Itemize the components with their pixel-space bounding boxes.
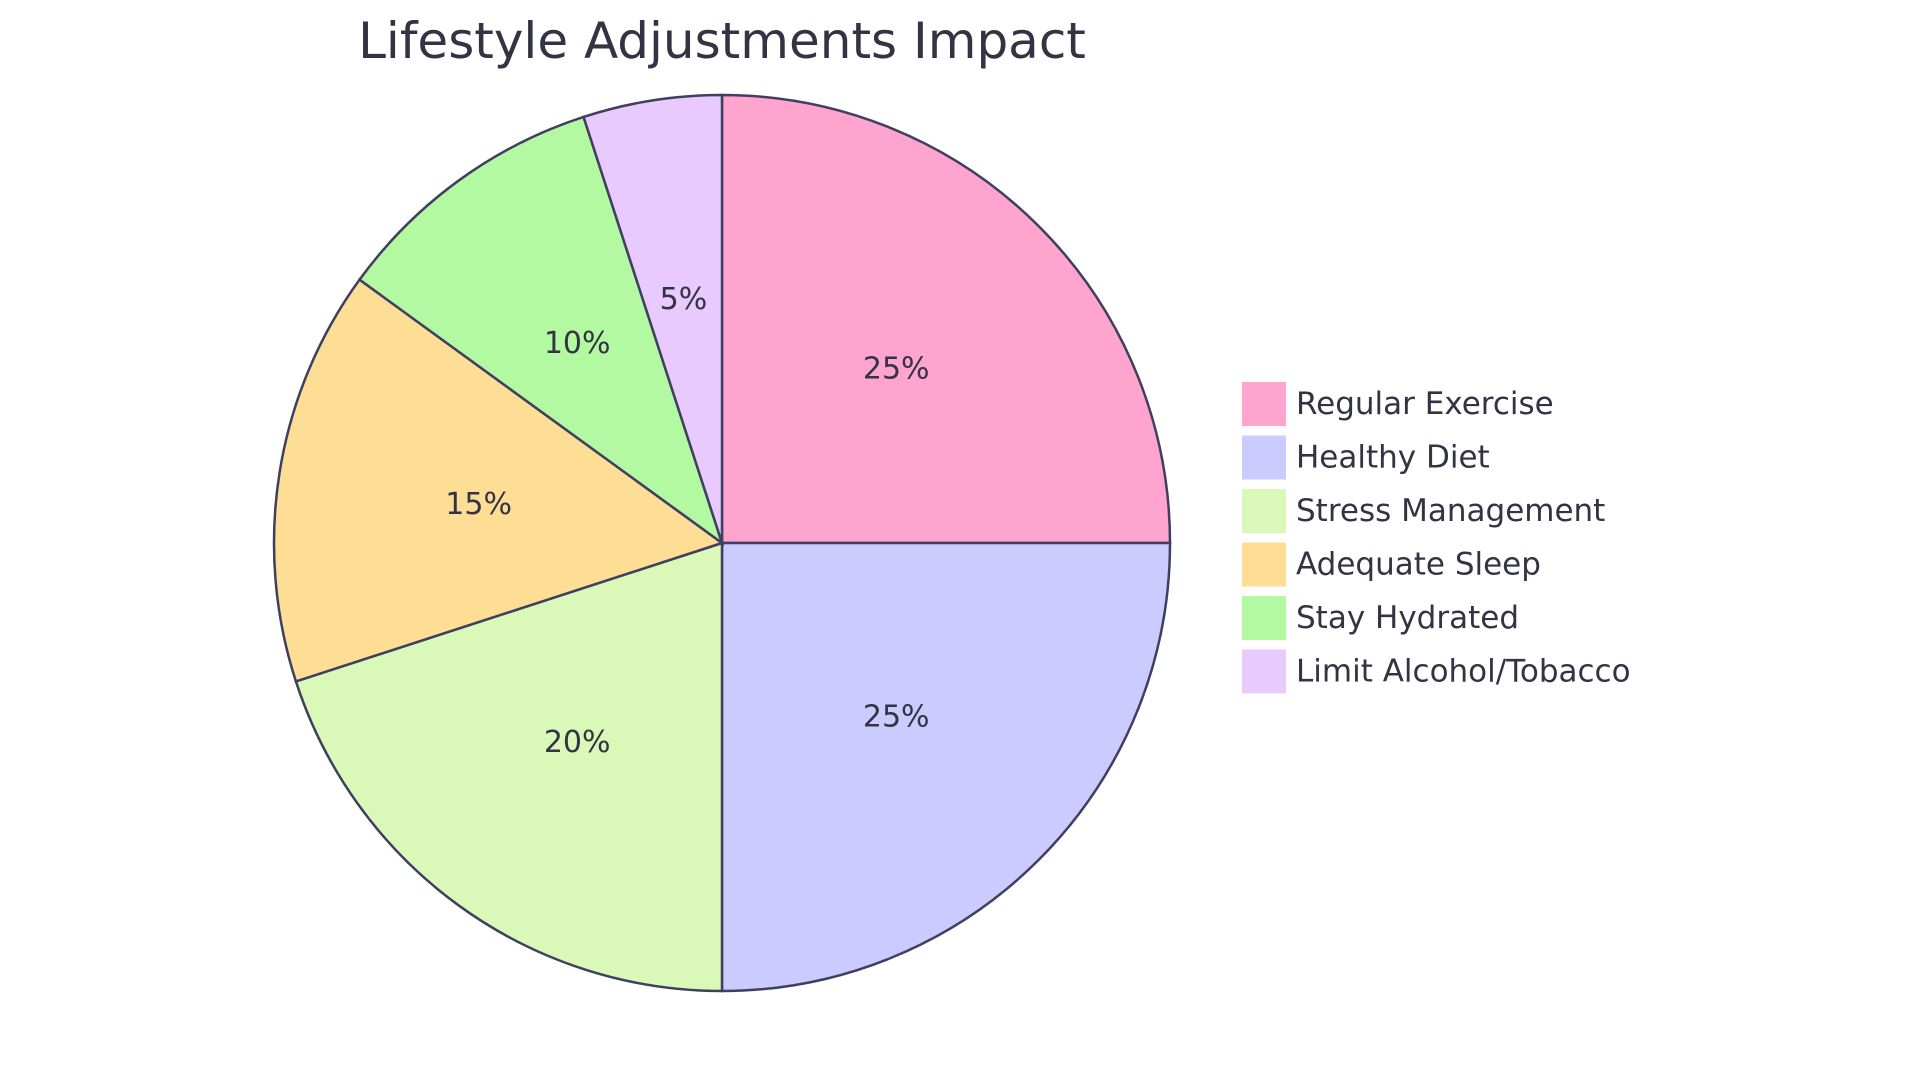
legend-item-regular-exercise: Regular Exercise — [1242, 382, 1554, 426]
legend-item-healthy-diet: Healthy Diet — [1242, 435, 1490, 480]
pie-slice-adequate-sleep — [272, 277, 725, 684]
pie-slice-healthy-diet — [720, 541, 1172, 993]
pie-slice-regular-exercise — [720, 93, 1172, 545]
legend-label-stay-hydrated: Stay Hydrated — [1296, 600, 1519, 636]
legend-item-limit-alcohol-tobacco: Limit Alcohol/Tobacco — [1242, 649, 1631, 694]
pie-slices — [272, 93, 1172, 993]
legend-label-adequate-sleep: Adequate Sleep — [1296, 547, 1541, 583]
pie-slice-stay-hydrated — [357, 115, 725, 547]
slice-label-stress-management: 20% — [544, 725, 611, 760]
legend-label-regular-exercise: Regular Exercise — [1296, 386, 1554, 422]
pie-slice-stress-management — [294, 541, 724, 993]
legend-swatch-stay-hydrated — [1242, 596, 1286, 640]
legend: Regular Exercise Healthy Diet Stress Manag… — [1242, 382, 1631, 694]
legend-swatch-regular-exercise — [1242, 382, 1286, 426]
legend-item-stress-management: Stress Management — [1242, 489, 1605, 533]
slice-label-regular-exercise: 25% — [863, 351, 930, 386]
slice-label-limit-alcohol-tobacco: 5% — [660, 282, 708, 317]
legend-swatch-healthy-diet — [1242, 435, 1286, 480]
legend-label-limit-alcohol-tobacco: Limit Alcohol/Tobacco — [1296, 654, 1631, 690]
slice-label-healthy-diet: 25% — [863, 700, 930, 735]
legend-item-adequate-sleep: Adequate Sleep — [1242, 542, 1541, 587]
pie-slice-limit-alcohol-tobacco — [581, 93, 724, 544]
legend-swatch-stress-management — [1242, 489, 1286, 533]
legend-label-healthy-diet: Healthy Diet — [1296, 440, 1490, 476]
slice-label-adequate-sleep: 15% — [445, 487, 512, 522]
legend-item-stay-hydrated: Stay Hydrated — [1242, 596, 1519, 640]
legend-swatch-limit-alcohol-tobacco — [1242, 649, 1286, 694]
slice-label-stay-hydrated: 10% — [544, 326, 611, 361]
legend-label-stress-management: Stress Management — [1296, 493, 1605, 529]
legend-swatch-adequate-sleep — [1242, 542, 1286, 587]
pie-slice-labels: 25% 25% 20% 15% 10% 5% — [445, 282, 929, 760]
chart-title: Lifestyle Adjustments Impact — [358, 12, 1086, 70]
